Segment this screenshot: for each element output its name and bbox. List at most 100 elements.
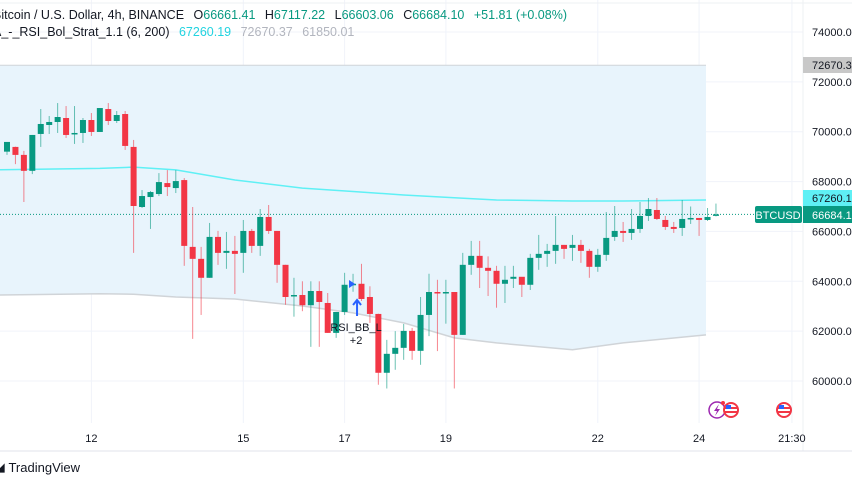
candle-body [4, 141, 10, 152]
candle [670, 221, 677, 233]
candle-body [637, 215, 643, 229]
candle-body [594, 254, 601, 267]
candle-body [223, 250, 230, 253]
symbol-legend[interactable]: Bitcoin / U.S. Dollar, 4h, BINANCE O6666… [0, 8, 573, 22]
candle-body [645, 208, 652, 216]
price-tick-label: 74000.0 [812, 27, 852, 39]
candle [544, 243, 551, 267]
candle-body [569, 244, 576, 248]
candle-body [206, 236, 213, 278]
candle [113, 111, 120, 123]
candle-body [20, 154, 27, 171]
indicator-name: A_-_RSI_Bol_Strat_1.1 (6, 200) [0, 25, 170, 39]
candle [476, 240, 483, 289]
candle-body [426, 292, 432, 315]
us-flag-event-icon[interactable] [723, 402, 739, 418]
candle-body [670, 226, 677, 229]
candle [316, 281, 323, 347]
candle [215, 230, 221, 265]
tradingview-logo-icon: ◢ [0, 462, 5, 474]
candle [240, 219, 247, 273]
price-tick-label: 64000.0 [812, 276, 852, 288]
candle-body [88, 119, 95, 132]
candle-body [679, 218, 686, 228]
candle-body [248, 230, 255, 246]
candle-body [510, 276, 517, 279]
candle [147, 191, 154, 229]
candle-body [375, 313, 382, 373]
candle [400, 323, 407, 360]
signal-triangle-icon [349, 280, 356, 288]
candle-body [333, 311, 340, 333]
time-tick-label: 12 [85, 433, 97, 445]
candles [4, 103, 719, 389]
change-value: +51.81 (+0.08%) [473, 8, 567, 22]
candle [594, 248, 601, 272]
candle [189, 206, 196, 339]
events[interactable] [708, 401, 792, 419]
indicator-lower-value: 61850.01 [302, 25, 355, 39]
price-tick-label: 72000.0 [812, 77, 852, 89]
price-tick-label: 60000.0 [812, 376, 852, 388]
candle-body [409, 330, 416, 351]
mid-band-tag-bg [803, 190, 852, 206]
open-value: 66661.41 [203, 8, 256, 22]
candle-body [535, 253, 542, 258]
close-label: C [403, 8, 413, 22]
candle [662, 215, 669, 230]
candle-body [29, 134, 36, 171]
signal-marker[interactable]: RSI_BB_L +2 [330, 280, 382, 347]
candle [299, 281, 306, 312]
lightning-event-icon[interactable] [708, 401, 726, 419]
candle [105, 103, 112, 125]
time-axis[interactable]: 12 15 17 19 22 24 21:30 [85, 433, 805, 445]
last-price-tag: 66684.1 [812, 210, 852, 222]
time-tick-label: 19 [440, 433, 452, 445]
candle [704, 207, 711, 221]
candle-body [307, 291, 314, 306]
candle [645, 198, 652, 221]
candle [366, 286, 373, 323]
candle-body [63, 118, 70, 135]
candle [164, 170, 171, 197]
candle [282, 264, 289, 305]
price-axis[interactable]: 74000.0 72000.0 70000.0 68000.0 66000.0 64000… [812, 27, 852, 388]
candle [527, 253, 534, 291]
candle [611, 206, 618, 241]
candle-body [189, 246, 196, 259]
mid-band-tag: 67260.1 [812, 193, 852, 205]
candle-body [172, 181, 179, 189]
candle [653, 198, 660, 220]
candle-body [527, 257, 534, 285]
candle [510, 265, 517, 289]
candle-body [240, 230, 247, 253]
candle [417, 296, 424, 365]
candle [198, 246, 205, 315]
time-tick-label: 21:30 [778, 433, 806, 445]
candle [181, 178, 188, 266]
candle-body [181, 180, 188, 246]
signal-up-arrow-icon [352, 298, 362, 316]
price-tags: 72670.3 67260.1 BTCUSD 66684.1 [755, 57, 852, 223]
indicator-upper-value: 72670.37 [240, 25, 293, 39]
candle-body [215, 236, 221, 253]
price-tick-label: 70000.0 [812, 127, 852, 139]
candle [493, 265, 500, 308]
us-flag-event-icon[interactable] [776, 402, 792, 418]
candle-body [54, 117, 61, 122]
candle-body [282, 264, 289, 297]
tradingview-logo[interactable]: ◢ TradingView [0, 460, 80, 475]
price-tick-label: 66000.0 [812, 226, 852, 238]
candle [358, 263, 365, 301]
candle-body [96, 108, 103, 132]
bollinger-band-fill [0, 65, 706, 350]
candle [383, 339, 390, 389]
candle-body [476, 255, 483, 268]
candle-body [324, 302, 331, 333]
time-tick-label: 15 [237, 433, 249, 445]
candle [628, 208, 635, 240]
candle [257, 208, 264, 256]
candle-body [501, 279, 508, 284]
indicator-legend[interactable]: A_-_RSI_Bol_Strat_1.1 (6, 200) 67260.19 … [0, 25, 360, 39]
